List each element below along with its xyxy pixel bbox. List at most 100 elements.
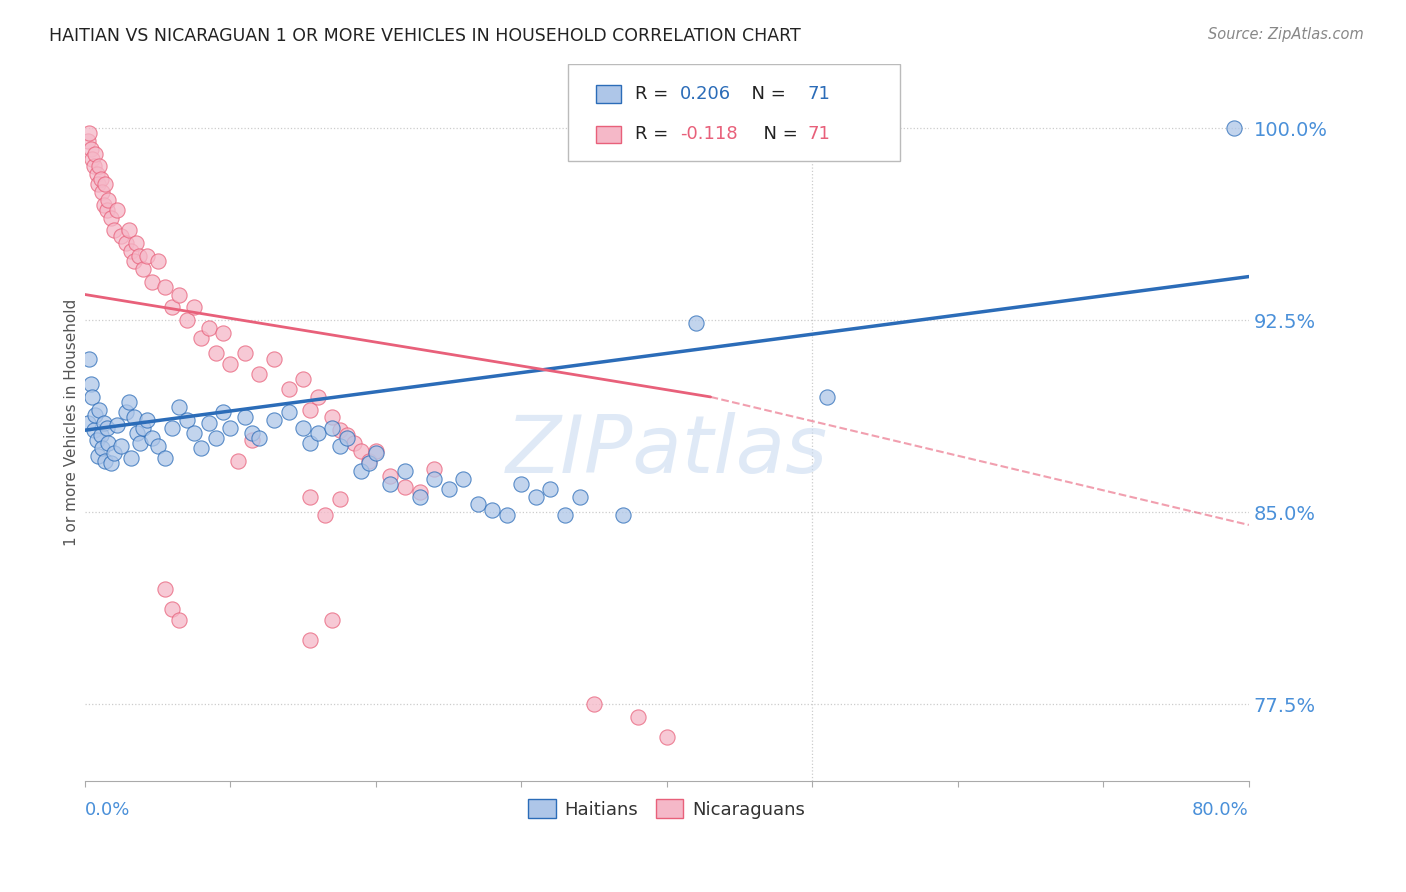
Point [89,160,111,174]
Point [299,633,322,648]
Point [423,472,446,486]
Point [540,482,562,496]
Point [127,425,149,440]
Point [292,372,315,386]
Point [97,193,120,207]
Point [110,228,132,243]
Point [328,439,350,453]
Point [90,428,112,442]
Point [321,410,343,425]
Point [76,134,98,148]
Point [169,613,191,627]
Point [176,313,198,327]
Point [495,508,517,522]
Point [292,420,315,434]
Point [132,261,155,276]
Text: Source: ZipAtlas.com: Source: ZipAtlas.com [1208,27,1364,42]
Point [328,423,350,437]
Point [117,395,139,409]
Point [97,436,120,450]
Point [176,413,198,427]
Point [94,178,117,192]
Point [82,152,104,166]
Point [451,472,474,486]
Point [190,331,212,345]
Legend: Haitians, Nicaraguans: Haitians, Nicaraguans [522,792,813,826]
Point [314,508,336,522]
Point [129,436,152,450]
Point [136,249,159,263]
Point [169,400,191,414]
Point [240,434,263,448]
Point [328,492,350,507]
Point [394,479,416,493]
Point [132,420,155,434]
Text: -0.118: -0.118 [679,125,737,144]
Point [299,436,322,450]
Point [197,416,219,430]
Point [524,490,547,504]
Point [190,441,212,455]
Point [408,484,430,499]
Point [82,390,104,404]
Point [93,198,115,212]
Point [197,320,219,334]
FancyBboxPatch shape [596,126,621,143]
Y-axis label: 1 or more Vehicles in Household: 1 or more Vehicles in Household [65,299,79,546]
Point [481,502,503,516]
Point [212,326,235,340]
Point [83,423,105,437]
Point [160,602,183,616]
Point [105,202,128,217]
Point [100,211,122,225]
Point [226,454,249,468]
Point [307,390,329,404]
Point [815,390,838,404]
Point [87,178,110,192]
Point [233,346,256,360]
Point [205,346,228,360]
Point [86,167,108,181]
Point [364,443,387,458]
Point [437,482,460,496]
Text: 80.0%: 80.0% [1192,802,1249,820]
Point [685,316,707,330]
Point [96,202,118,217]
Point [655,731,678,745]
Point [380,477,402,491]
Point [568,490,591,504]
Point [357,457,380,471]
Point [125,236,148,251]
Text: 0.0%: 0.0% [84,802,131,820]
Point [249,431,271,445]
Text: HAITIAN VS NICARAGUAN 1 OR MORE VEHICLES IN HOUSEHOLD CORRELATION CHART: HAITIAN VS NICARAGUAN 1 OR MORE VEHICLES… [49,27,801,45]
Point [91,441,114,455]
Point [277,382,299,396]
Point [153,582,176,596]
Point [321,613,343,627]
Point [141,431,163,445]
Point [86,434,108,448]
Point [91,185,114,199]
Point [350,464,373,478]
Point [90,172,112,186]
Point [80,142,103,156]
Point [124,254,146,268]
Point [350,443,373,458]
Point [1223,121,1246,136]
Text: R =: R = [636,125,675,144]
Point [219,420,242,434]
Point [87,449,110,463]
Point [146,439,169,453]
Point [249,367,271,381]
Text: 0.206: 0.206 [679,85,731,103]
Point [146,254,169,268]
Point [96,420,118,434]
Point [153,451,176,466]
Point [554,508,576,522]
Text: N =: N = [752,125,803,144]
Point [321,420,343,434]
Point [364,446,387,460]
Point [136,413,159,427]
Point [160,420,183,434]
